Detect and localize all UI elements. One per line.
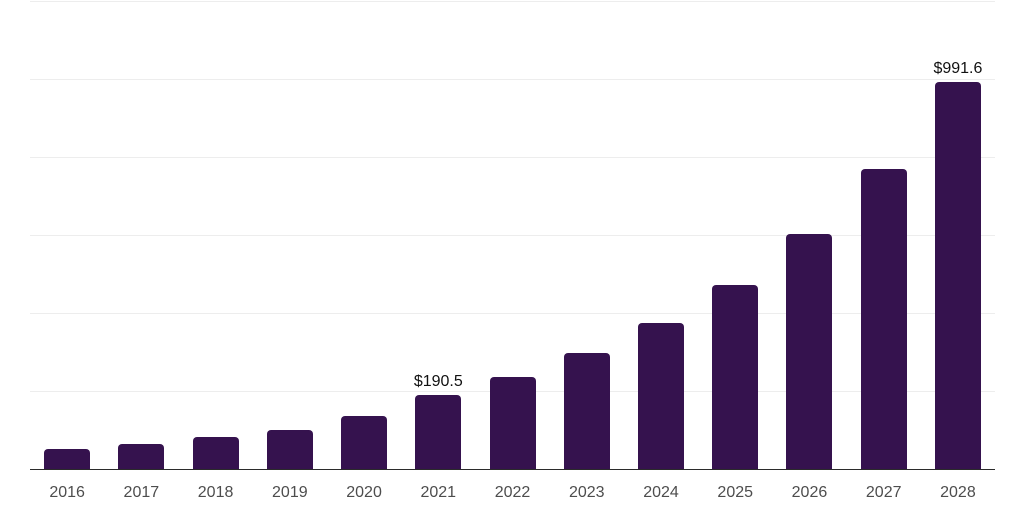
bar	[415, 394, 462, 469]
x-tick-label: 2021	[420, 484, 457, 501]
bar	[266, 429, 313, 469]
gridline	[30, 157, 995, 158]
bar-slot	[475, 1, 549, 469]
x-tick-label: 2024	[643, 484, 679, 501]
bar-slot	[550, 1, 624, 469]
x-tick-label: 2028	[940, 484, 976, 501]
x-tick-label: 2027	[865, 484, 902, 501]
bar-slot	[178, 1, 252, 469]
bar	[563, 353, 610, 469]
x-tick-label: 2016	[49, 484, 85, 501]
bar-value-label: $190.5	[413, 372, 463, 390]
x-tick-label: 2020	[346, 484, 382, 501]
bar-slot	[30, 1, 104, 469]
bar-slot	[327, 1, 401, 469]
bar-slot	[104, 1, 178, 469]
gridline	[30, 1, 995, 2]
gridline	[30, 313, 995, 314]
bar-slot	[253, 1, 327, 469]
bar-slot	[698, 1, 772, 469]
bar	[712, 284, 759, 469]
bar	[44, 449, 91, 469]
x-tick-label: 2023	[568, 484, 605, 501]
bars: $190.5 $991.6	[30, 1, 995, 469]
bar	[192, 436, 239, 469]
x-tick-label: 2026	[791, 484, 828, 501]
bar	[860, 169, 907, 469]
bar-slot	[624, 1, 698, 469]
bar	[637, 323, 684, 469]
bar	[934, 82, 981, 469]
x-tick-label: 2025	[717, 484, 754, 501]
bar-slot: $991.6	[921, 1, 995, 469]
gridline	[30, 79, 995, 80]
plot-area: $190.5 $991.6	[30, 1, 995, 470]
bar	[341, 415, 388, 469]
bar	[118, 444, 165, 469]
gridline	[30, 235, 995, 236]
bar-slot	[847, 1, 921, 469]
bar	[489, 377, 536, 469]
x-tick-label: 2017	[123, 484, 160, 501]
bar-value-label: $991.6	[933, 60, 983, 78]
x-axis-labels: 2016 2017 2018 2019 2020 2021 2022 2023 2024 2025…	[30, 482, 995, 504]
bar-slot: $190.5	[401, 1, 475, 469]
bar	[786, 233, 833, 469]
bar-slot	[772, 1, 846, 469]
x-tick-label: 2022	[494, 484, 531, 501]
x-tick-label: 2018	[197, 484, 234, 501]
x-tick-label: 2019	[272, 484, 308, 501]
x-axis-line	[30, 468, 995, 470]
